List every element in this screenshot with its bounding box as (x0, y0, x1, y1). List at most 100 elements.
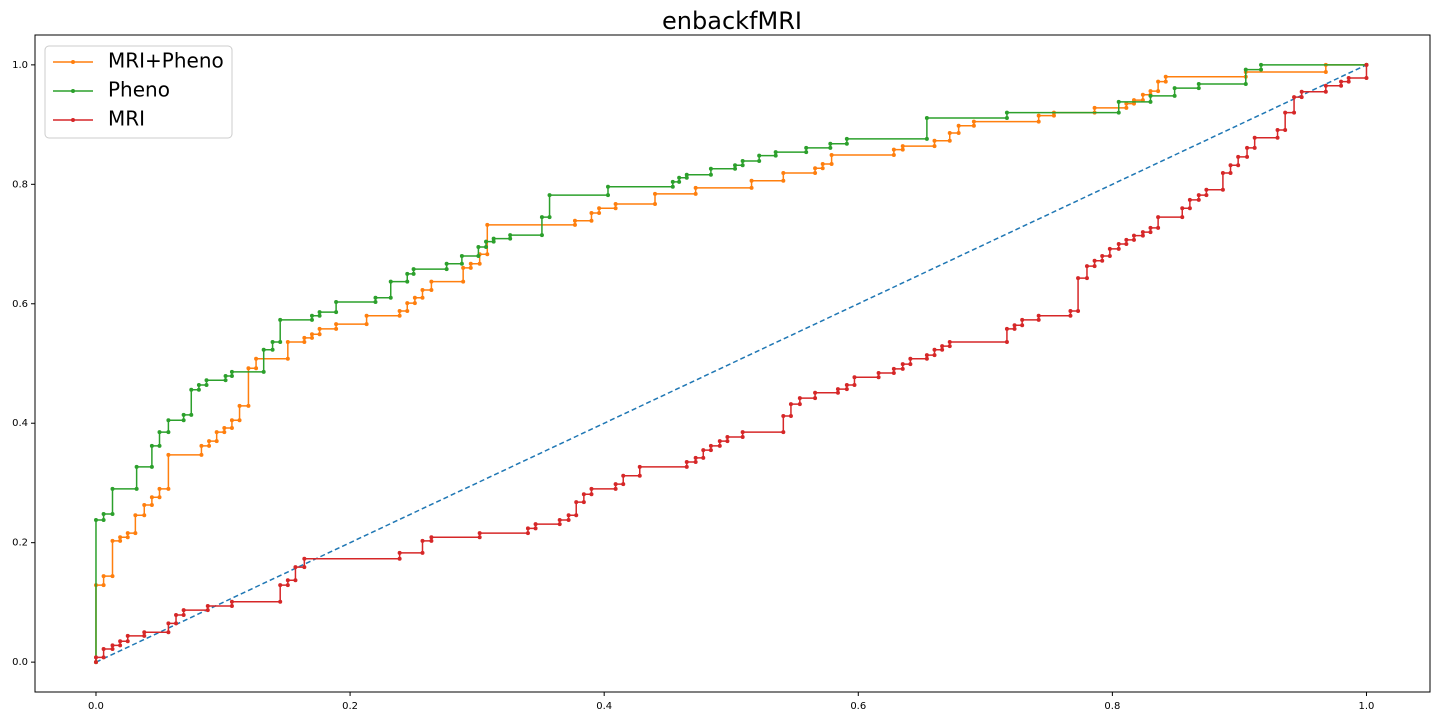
point (181, 608, 186, 613)
point (405, 301, 410, 306)
point (229, 599, 234, 604)
point (1187, 206, 1192, 211)
point (189, 387, 194, 392)
point (757, 153, 762, 158)
point (125, 639, 130, 644)
point (613, 206, 618, 211)
point (309, 313, 314, 318)
point (199, 443, 204, 448)
point (204, 383, 209, 388)
point (908, 362, 913, 367)
point (1131, 237, 1136, 242)
point (605, 184, 610, 189)
point (285, 578, 290, 583)
point (1012, 326, 1017, 331)
point (101, 583, 106, 588)
point (309, 335, 314, 340)
point (947, 138, 952, 143)
point (468, 261, 473, 266)
point (1323, 70, 1328, 75)
point (459, 253, 464, 258)
point (261, 347, 266, 352)
point (684, 175, 689, 180)
point (932, 138, 937, 143)
point (133, 513, 138, 518)
point (142, 513, 147, 518)
point (476, 253, 481, 258)
point (1036, 313, 1041, 318)
point (222, 430, 227, 435)
point (285, 339, 290, 344)
point (270, 347, 275, 352)
point (302, 556, 307, 561)
point (566, 517, 571, 522)
point (142, 503, 147, 508)
point (133, 531, 138, 536)
x-tick-label: 0.2 (342, 701, 358, 712)
point (876, 371, 881, 376)
legend-label: MRI+Pheno (108, 49, 224, 73)
point (757, 159, 762, 164)
point (740, 434, 745, 439)
point (149, 443, 154, 448)
legend-marker (71, 89, 75, 93)
point (876, 375, 881, 380)
point (1220, 170, 1225, 175)
point (1323, 89, 1328, 94)
point (166, 621, 171, 626)
point (820, 162, 825, 167)
point (229, 603, 234, 608)
point (788, 414, 793, 419)
point (693, 185, 698, 190)
point (835, 387, 840, 392)
point (781, 414, 786, 419)
point (533, 526, 538, 531)
point (334, 322, 339, 327)
point (484, 239, 489, 244)
point (1100, 253, 1105, 258)
point (508, 236, 513, 241)
point (589, 218, 594, 223)
point (804, 145, 809, 150)
point (1148, 99, 1153, 104)
point (820, 166, 825, 171)
point (677, 179, 682, 184)
point (334, 310, 339, 315)
point (708, 172, 713, 177)
y-tick-label: 0.0 (12, 657, 28, 668)
point (1243, 81, 1248, 86)
point (157, 430, 162, 435)
point (947, 344, 952, 349)
point (940, 347, 945, 352)
point (1148, 93, 1153, 98)
point (1364, 62, 1369, 67)
point (835, 390, 840, 395)
point (1163, 79, 1168, 84)
point (932, 353, 937, 358)
point (1204, 193, 1209, 198)
point (110, 512, 115, 517)
point (207, 439, 212, 444)
point (1292, 110, 1297, 115)
point (653, 202, 657, 207)
point (412, 295, 417, 300)
point (589, 210, 594, 215)
point (781, 178, 786, 183)
point (891, 366, 896, 371)
point (597, 206, 602, 211)
point (1131, 233, 1136, 238)
point (1172, 86, 1177, 91)
point (149, 503, 154, 508)
point (278, 317, 283, 322)
point (844, 387, 849, 392)
point (485, 222, 490, 227)
point (547, 215, 552, 220)
point (1084, 276, 1089, 281)
point (110, 643, 115, 648)
point (749, 178, 754, 183)
point (1204, 187, 1209, 192)
point (93, 655, 98, 660)
point (476, 245, 481, 250)
point (246, 366, 251, 371)
